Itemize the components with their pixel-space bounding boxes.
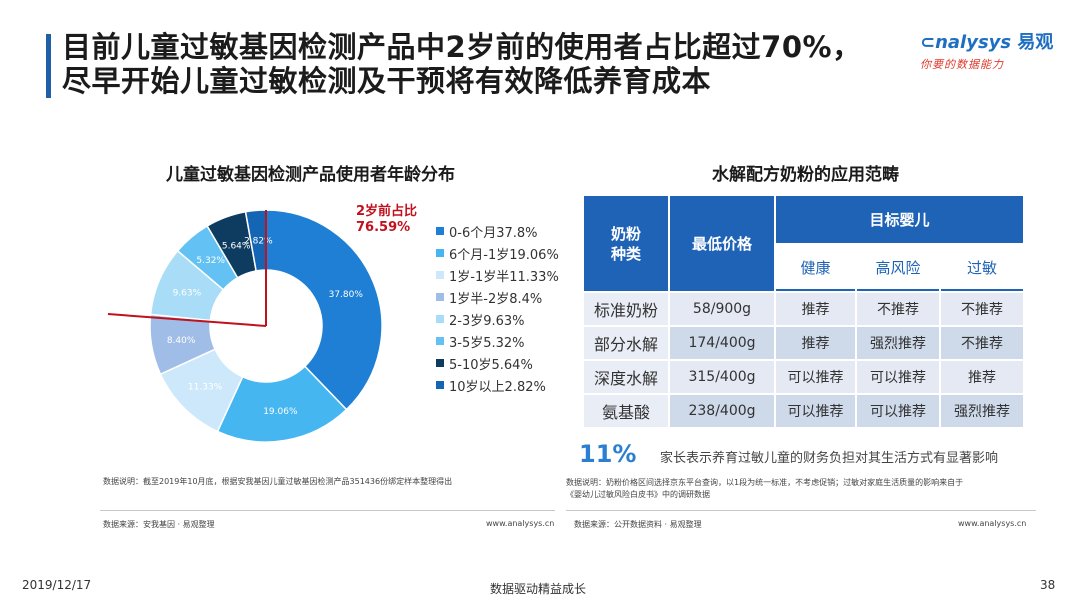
row-price: 174/400g <box>670 327 774 359</box>
left-divider <box>100 510 555 511</box>
chart-legend: 0-6个月37.8% 6个月-1岁19.06% 1岁-1岁半11.33% 1岁半-2岁… <box>436 220 586 396</box>
page-title: 目前儿童过敏基因检测产品中2岁前的使用者占比超过70%， 尽早开始儿童过敏检测及… <box>62 30 862 98</box>
slice-label: 5.32% <box>196 256 225 266</box>
stat-value: 11% <box>579 440 637 468</box>
legend-item: 1岁半-2岁8.4% <box>436 286 586 308</box>
row-cell: 可以推荐 <box>857 361 939 393</box>
legend-swatch <box>436 249 444 257</box>
footer-slogan: 数据驱动精益成长 <box>490 582 587 596</box>
legend-swatch <box>436 359 444 367</box>
legend-swatch <box>436 293 444 301</box>
left-data-note: 数据说明：截至2019年10月底，根据安我基因儿童过敏基因检测产品351436份… <box>103 477 453 486</box>
legend-item: 1岁-1岁半11.33% <box>436 264 586 286</box>
row-price: 238/400g <box>670 395 774 427</box>
right-data-note-line1: 数据说明：奶粉价格区间选择京东平台查询，以1段为统一标准，不考虑促销；过敏对家庭… <box>566 478 964 487</box>
age-distribution-donut-chart: 37.80% 19.06% 11.33% 8.40% 9.63% 5.32% 5.64%2.… <box>107 209 383 443</box>
row-cell: 可以推荐 <box>776 361 855 393</box>
legend-label: 0-6个月37.8% <box>449 225 538 241</box>
callout-label: 2岁前占比 <box>356 204 418 219</box>
right-data-note: 数据说明：奶粉价格区间选择京东平台查询，以1段为统一标准，不考虑促销；过敏对家庭… <box>566 477 1036 501</box>
legend-label: 6个月-1岁19.06% <box>449 247 559 263</box>
stat-description: 家长表示养育过敏儿童的财务负担对其生活方式有显著影响 <box>660 451 999 466</box>
row-price: 58/900g <box>670 293 774 325</box>
left-section-title: 儿童过敏基因检测产品使用者年龄分布 <box>166 165 455 185</box>
slice-label: 11.33% <box>188 383 223 393</box>
logo-cn: 易观 <box>1017 32 1054 53</box>
table-row: 标准奶粉 58/900g 推荐 不推荐 不推荐 <box>584 293 1023 325</box>
slice-label: 5.64% <box>222 241 251 251</box>
row-cell: 可以推荐 <box>857 395 939 427</box>
legend-label: 1岁半-2岁8.4% <box>449 291 543 307</box>
header-target: 目标婴儿 <box>776 196 1023 243</box>
table-row: 深度水解 315/400g 可以推荐 可以推荐 推荐 <box>584 361 1023 393</box>
row-cell: 不推荐 <box>941 327 1023 359</box>
page-title-line1: 目前儿童过敏基因检测产品中2岁前的使用者占比超过70%， <box>62 30 862 64</box>
legend-swatch <box>436 271 444 279</box>
legend-item: 0-6个月37.8% <box>436 220 586 242</box>
legend-item: 10岁以上2.82% <box>436 374 586 396</box>
page-number: 38 <box>1040 578 1056 592</box>
row-cell: 推荐 <box>776 327 855 359</box>
page-title-line2: 尽早开始儿童过敏检测及干预将有效降低养育成本 <box>62 64 712 98</box>
legend-item: 5-10岁5.64% <box>436 352 586 374</box>
right-data-note-line2: 《婴幼儿过敏风险白皮书》中的调研数据 <box>566 490 710 499</box>
slice-label: 37.80% <box>329 290 364 300</box>
legend-item: 2-3岁9.63% <box>436 308 586 330</box>
logo-text: nalysys <box>935 32 1012 53</box>
slice-label: 8.40% <box>167 336 196 346</box>
right-section-title: 水解配方奶粉的应用范畴 <box>712 165 899 185</box>
legend-swatch <box>436 227 444 235</box>
row-cell: 强烈推荐 <box>857 327 939 359</box>
table-row: 部分水解 174/400g 推荐 强烈推荐 不推荐 <box>584 327 1023 359</box>
legend-label: 3-5岁5.32% <box>449 335 525 351</box>
row-cell: 强烈推荐 <box>941 395 1023 427</box>
left-data-source: 数据来源：安我基因 · 易观整理 <box>103 520 215 529</box>
slice-label: 2.82% <box>244 236 273 246</box>
legend-label: 2-3岁9.63% <box>449 313 525 329</box>
subheader-allergy: 过敏 <box>941 245 1023 291</box>
row-name: 氨基酸 <box>584 395 668 427</box>
analysys-logo: ⊂nalysys 易观 你要的数据能力 <box>920 28 1060 72</box>
logo-tagline: 你要的数据能力 <box>920 58 1004 71</box>
callout-value: 76.59% <box>356 220 411 235</box>
legend-swatch <box>436 337 444 345</box>
row-cell: 推荐 <box>941 361 1023 393</box>
slice-label: 9.63% <box>173 288 202 298</box>
donut-slice <box>265 209 383 411</box>
donut-slice <box>216 365 348 443</box>
right-divider <box>566 510 1036 511</box>
left-website-url: www.analysys.cn <box>486 519 555 528</box>
footer-date: 2019/12/17 <box>22 578 92 592</box>
legend-swatch <box>436 315 444 323</box>
row-name: 深度水解 <box>584 361 668 393</box>
header-price: 最低价格 <box>670 196 774 291</box>
legend-item: 6个月-1岁19.06% <box>436 242 586 264</box>
slice-label: 19.06% <box>263 407 298 417</box>
logo-swoosh-icon: ⊂ <box>920 32 936 53</box>
row-cell: 推荐 <box>776 293 855 325</box>
legend-item: 3-5岁5.32% <box>436 330 586 352</box>
title-accent-bar <box>46 34 51 98</box>
legend-label: 1岁-1岁半11.33% <box>449 269 559 285</box>
table-row: 氨基酸 238/400g 可以推荐 可以推荐 强烈推荐 <box>584 395 1023 427</box>
callout-line <box>107 313 267 327</box>
row-name: 标准奶粉 <box>584 293 668 325</box>
legend-label: 10岁以上2.82% <box>449 379 546 395</box>
row-name: 部分水解 <box>584 327 668 359</box>
right-data-source: 数据来源：公开数据资料 · 易观整理 <box>574 520 702 529</box>
header-kind: 奶粉 种类 <box>584 196 668 291</box>
subheader-healthy: 健康 <box>776 245 855 291</box>
row-cell: 不推荐 <box>941 293 1023 325</box>
row-cell: 可以推荐 <box>776 395 855 427</box>
logo-wordmark: ⊂nalysys 易观 <box>920 28 1060 54</box>
milk-powder-table: 奶粉 种类 最低价格 目标婴儿 健康 高风险 过敏 标准奶粉 58/900g 推… <box>582 194 1025 429</box>
legend-swatch <box>436 381 444 389</box>
right-website-url: www.analysys.cn <box>958 519 1027 528</box>
row-cell: 不推荐 <box>857 293 939 325</box>
legend-label: 5-10岁5.64% <box>449 357 533 373</box>
row-price: 315/400g <box>670 361 774 393</box>
subheader-high-risk: 高风险 <box>857 245 939 291</box>
